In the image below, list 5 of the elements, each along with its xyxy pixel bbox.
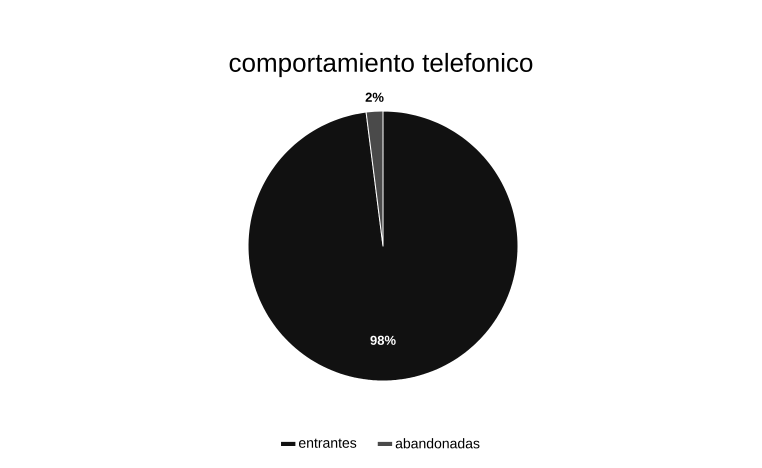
data-label: 2% xyxy=(366,92,384,102)
data-label: 98% xyxy=(370,336,396,345)
legend-label: entrantes xyxy=(298,438,356,448)
legend-label: abandonadas xyxy=(396,438,480,448)
chart-title: comportamiento telefonico xyxy=(230,52,532,78)
